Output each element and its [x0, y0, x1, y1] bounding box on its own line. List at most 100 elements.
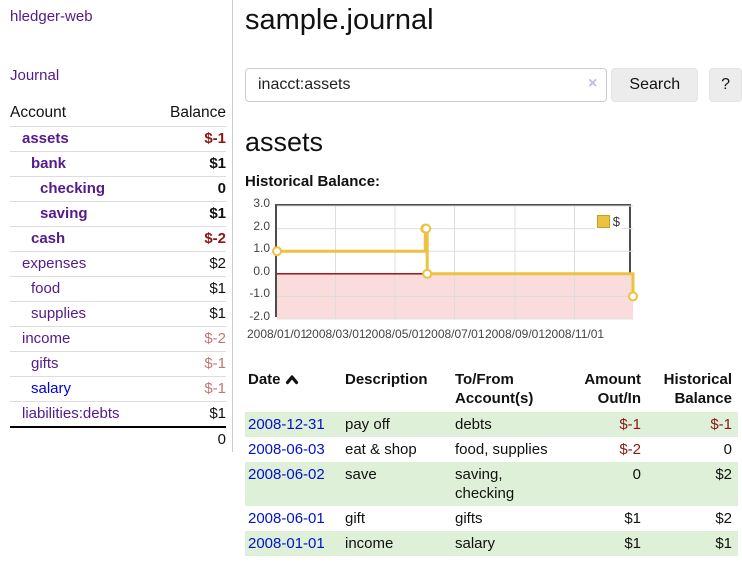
account-link-expenses[interactable]: expenses	[22, 255, 87, 272]
transaction-accounts: debts	[455, 416, 492, 433]
y-axis-tick-label: 0.0	[253, 263, 270, 278]
sidebar: hledger-web Journal Account Balance asse…	[0, 0, 233, 452]
search-button[interactable]: Search	[611, 68, 699, 102]
transaction-date-link[interactable]: 2008-06-02	[248, 466, 325, 483]
main-content: sample.journal × Search ? assets Histori…	[245, 0, 742, 556]
y-axis-tick-label: 1.0	[253, 241, 270, 256]
account-row: expenses $2	[10, 251, 226, 277]
app-brand-link[interactable]: hledger-web	[10, 8, 93, 25]
account-row: assets $-1	[10, 126, 226, 152]
x-axis-tick-label: 2008/09/01	[484, 327, 545, 341]
account-balance: $-1	[204, 380, 226, 397]
account-balance: $-2	[204, 230, 226, 247]
x-axis-tick-label: 2008/03/01	[305, 327, 366, 341]
account-row: bank $1	[10, 151, 226, 177]
transaction-description: eat & shop	[345, 441, 417, 458]
date-column-header[interactable]: Date	[245, 368, 342, 412]
y-axis-tick-label: 2.0	[253, 218, 270, 233]
y-axis-tick-label: 3.0	[253, 196, 270, 210]
transaction-amount: $-1	[619, 416, 641, 433]
account-link-gifts[interactable]: gifts	[31, 355, 59, 372]
chart-canvas	[272, 205, 638, 320]
account-column-header: Account	[10, 104, 67, 121]
account-link-checking[interactable]: checking	[40, 180, 106, 197]
account-link-salary[interactable]: salary	[31, 380, 72, 397]
accounts-total-value: 0	[217, 431, 226, 448]
transaction-date-link[interactable]: 2008-12-31	[248, 416, 325, 433]
accounts-column-header: To/From Account(s)	[455, 371, 534, 407]
transaction-balance: $2	[715, 510, 732, 527]
transaction-accounts: food, supplies	[455, 441, 548, 458]
transaction-balance: $1	[715, 535, 732, 552]
account-row: liabilities:debts $1	[10, 401, 226, 428]
register-table: Date Description To/From Account(s) Amou…	[245, 368, 738, 556]
chart-legend: $	[594, 213, 622, 230]
transaction-description: income	[345, 535, 394, 552]
historical-balance-chart: $ 3.0 2.0 1.0 0.0 -1.0 -2.0 2008/01/01 2008/03/…	[245, 196, 742, 341]
account-row: income $-2	[10, 326, 226, 352]
x-axis-tick-label: 2008/07/01	[424, 327, 485, 341]
account-balance: $-2	[204, 330, 226, 347]
transaction-amount: $1	[624, 535, 641, 552]
y-axis-tick-label: -1.0	[249, 286, 270, 301]
register-header-row: Date Description To/From Account(s) Amou…	[245, 368, 738, 412]
search-input[interactable]	[245, 68, 608, 102]
transaction-accounts: gifts	[455, 510, 483, 527]
transaction-date-link[interactable]: 2008-01-01	[248, 535, 325, 552]
transaction-amount: 0	[632, 466, 641, 483]
transaction-date-link[interactable]: 2008-06-01	[248, 510, 325, 527]
transaction-amount: $-2	[619, 441, 641, 458]
x-axis-tick-label: 2008/05/01	[364, 327, 426, 341]
account-link-supplies[interactable]: supplies	[31, 305, 87, 322]
register-row: 2008-12-31 pay off debts $-1 $-1	[245, 412, 738, 437]
account-row: salary $-1	[10, 376, 226, 402]
amount-column-header: Amount Out/In	[584, 371, 641, 407]
account-link-assets[interactable]: assets	[22, 130, 69, 147]
accounts-total-row: 0	[10, 427, 226, 452]
transaction-accounts: saving, checking	[455, 466, 515, 502]
account-balance: $1	[209, 280, 226, 297]
description-column-header: Description	[345, 371, 428, 388]
transaction-amount: $1	[624, 510, 641, 527]
account-balance: $-1	[204, 355, 226, 372]
x-axis-tick-label: 2008/11/01	[544, 327, 605, 341]
transaction-description: pay off	[345, 416, 390, 433]
account-balance: $1	[209, 205, 226, 222]
help-button[interactable]: ?	[709, 68, 742, 102]
account-row: gifts $-1	[10, 351, 226, 377]
account-balance: $1	[209, 155, 226, 172]
legend-swatch-icon	[596, 215, 610, 228]
transaction-balance: $2	[715, 466, 732, 483]
page-title: sample.journal	[245, 4, 434, 36]
transaction-date-link[interactable]: 2008-06-03	[248, 441, 325, 458]
account-row: food $1	[10, 276, 226, 302]
register-row: 2008-06-02 save saving, checking 0 $2	[245, 462, 738, 506]
accounts-table-header: Account Balance	[10, 101, 226, 127]
account-link-liabilities-debts[interactable]: liabilities:debts	[22, 405, 120, 422]
account-link-saving[interactable]: saving	[40, 205, 88, 222]
transaction-description: gift	[345, 510, 366, 527]
clear-search-icon[interactable]: ×	[588, 75, 598, 92]
account-link-bank[interactable]: bank	[31, 155, 67, 172]
balance-column-header: Historical Balance	[663, 371, 732, 407]
account-row: saving $1	[10, 201, 226, 227]
x-axis-tick-label: 2008/01/01	[246, 327, 308, 341]
register-row: 2008-06-01 gift gifts $1 $2	[245, 506, 738, 531]
accounts-table: Account Balance assets $-1 bank $1 check…	[10, 101, 226, 452]
transaction-balance: $-1	[710, 416, 732, 433]
account-link-income[interactable]: income	[22, 330, 71, 347]
register-row: 2008-01-01 income salary $1 $1	[245, 531, 738, 556]
sort-ascending-icon	[285, 375, 298, 385]
account-link-cash[interactable]: cash	[31, 230, 66, 247]
account-link-food[interactable]: food	[31, 280, 61, 297]
account-page-title: assets	[245, 127, 324, 157]
legend-label: $	[612, 214, 620, 229]
transaction-accounts: salary	[455, 535, 496, 552]
account-balance: $2	[209, 255, 226, 272]
search-form: × Search ?	[245, 68, 742, 102]
register-row: 2008-06-03 eat & shop food, supplies $-2…	[245, 437, 738, 462]
account-row: supplies $1	[10, 301, 226, 327]
sidebar-item-journal[interactable]: Journal	[10, 67, 60, 84]
chart-title: Historical Balance:	[245, 173, 381, 190]
account-balance: $-1	[204, 130, 226, 147]
